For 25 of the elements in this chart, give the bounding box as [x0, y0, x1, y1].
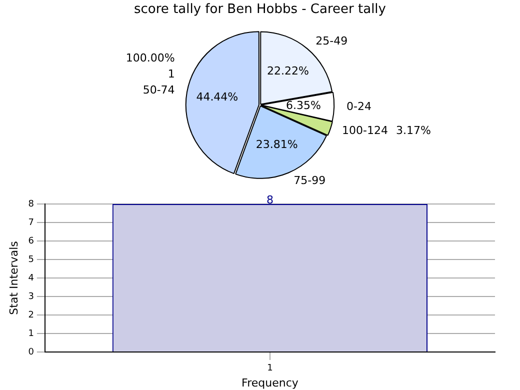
data-label: 44.44% — [196, 90, 238, 104]
chart-title: score tally for Ben Hobbs - Career tally — [133, 1, 387, 19]
y-tick-label: 2 — [28, 310, 34, 320]
slice-label: 25-49 — [316, 34, 348, 48]
data-label: 22.22% — [266, 64, 309, 78]
slice-label: 0-24 — [346, 100, 372, 113]
y-tick-label: 7 — [28, 218, 34, 228]
y-tick-label: 1 — [28, 328, 34, 339]
text: 100.00% — [126, 52, 175, 65]
y-tick-label: 6 — [28, 236, 34, 246]
y-tick-label: 8 — [28, 199, 34, 210]
slice-label: 75-99 — [294, 174, 326, 187]
y-tick-label: 5 — [28, 254, 34, 265]
slice-label: 100-124 — [342, 124, 388, 138]
data-label: 6.35% — [286, 98, 321, 112]
x-axis-title: Frequency — [242, 376, 299, 390]
data-label: 8 — [266, 193, 274, 206]
data-label: 3.17% — [396, 124, 431, 138]
slice-label: 50-74 — [142, 84, 175, 97]
y-tick-label: 3 — [28, 292, 34, 302]
text: 1 — [168, 68, 175, 81]
data-label: 23.81% — [256, 138, 298, 151]
y-tick-label: 4 — [28, 273, 34, 284]
y-tick-label: 0 — [28, 347, 34, 358]
y-axis-title: Stat Intervals — [7, 240, 20, 315]
